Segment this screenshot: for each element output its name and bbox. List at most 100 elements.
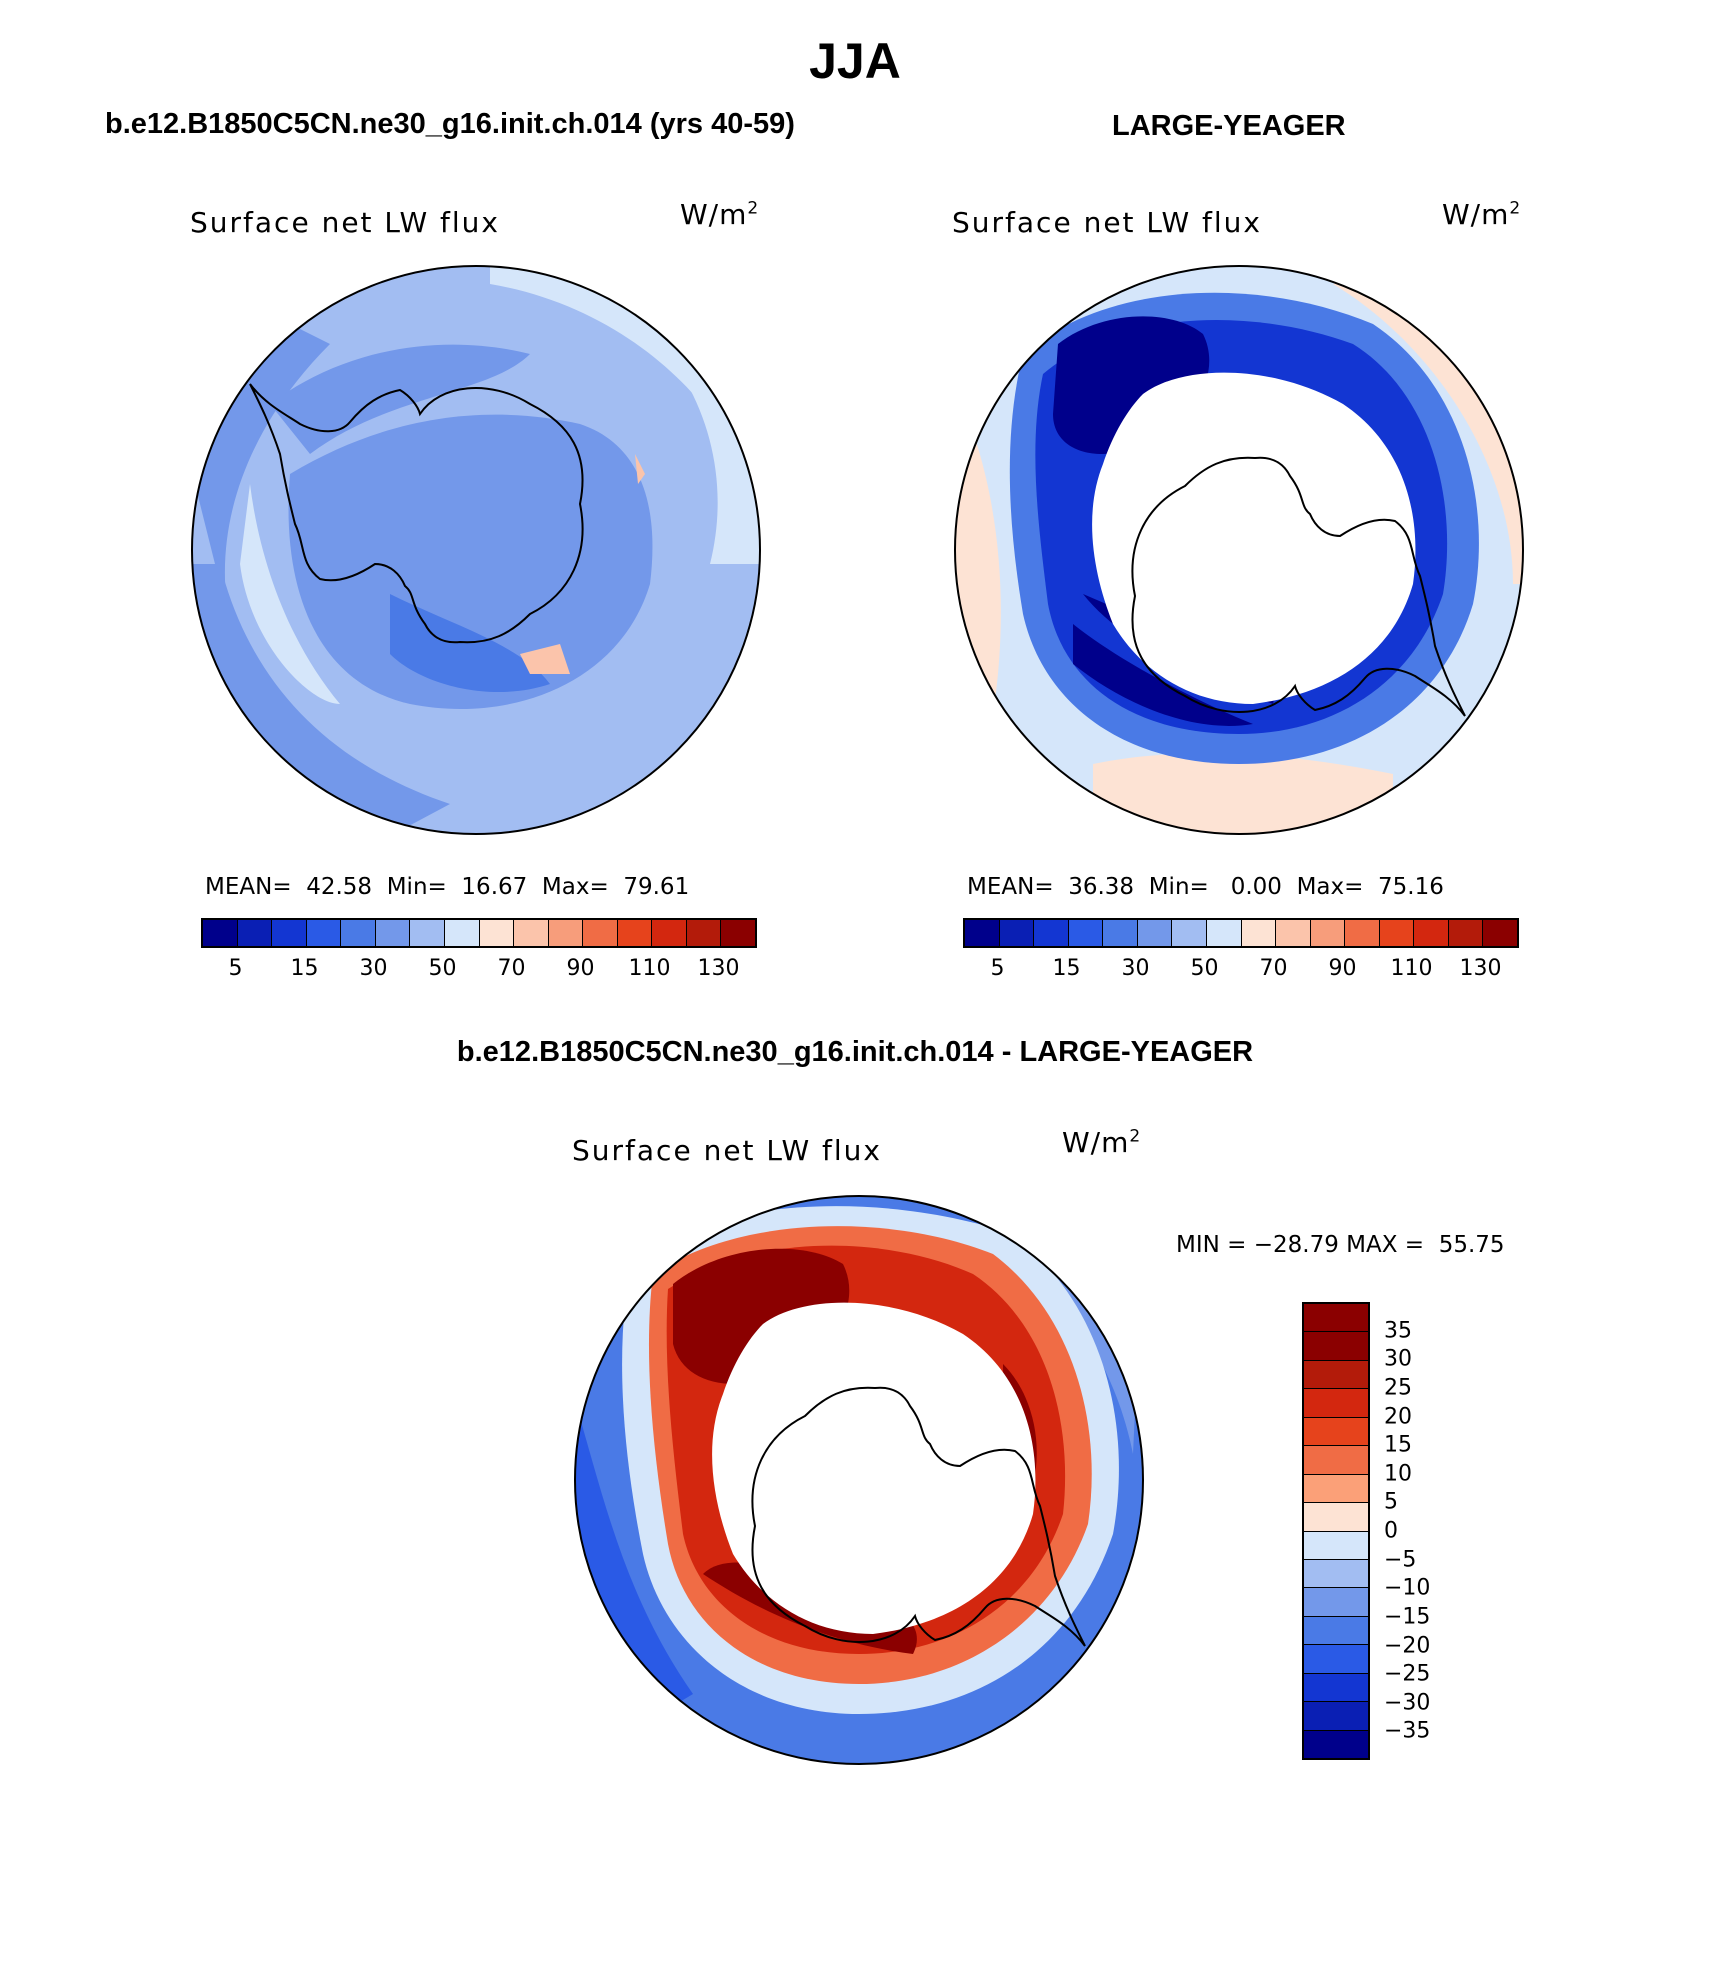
colorbar-tick-label: 5 [228,956,243,981]
colorbar-swatch [1103,920,1138,946]
colorbar-tick-label: 5 [1384,1489,1398,1515]
colorbar-tick-label: 0 [1384,1518,1398,1544]
colorbar-swatch [652,920,687,946]
colorbar-swatch [1137,920,1173,946]
colorbar-tick-label: −20 [1384,1633,1431,1658]
colorbar-tick-label: 110 [628,956,671,981]
colorbar-tick-label: 30 [359,956,388,981]
colorbar-swatch [1304,1616,1368,1646]
colorbar-swatch [1206,920,1242,946]
colorbar-swatch [548,920,584,946]
colorbar-tick-label: 35 [1384,1318,1412,1344]
colorbar-swatch [1172,920,1207,946]
right-polar-map [954,265,1524,835]
left-colorbar-labels: 5 15 30 50 70 90 110 130 [201,956,757,986]
colorbar-tick-label: 130 [697,956,740,981]
right-variable-label: Surface net LW flux [952,206,1262,239]
colorbar-swatch [1304,1588,1368,1617]
diff-colorbar [1302,1302,1370,1760]
left-unit-exp: 2 [747,198,760,219]
colorbar-swatch [1483,920,1517,946]
colorbar-tick-label: 15 [1384,1432,1412,1458]
colorbar-tick-label: 25 [1384,1375,1412,1401]
colorbar-tick-label: −25 [1384,1661,1431,1687]
diff-minmax: MIN = −28.79 MAX = 55.75 [1176,1232,1505,1258]
colorbar-swatch [1304,1446,1368,1475]
colorbar-swatch [444,920,480,946]
colorbar-swatch [1304,1389,1368,1418]
colorbar-swatch [965,920,1000,946]
colorbar-tick-label: −10 [1384,1575,1431,1601]
diff-unit-label: W/m2 [1062,1126,1141,1159]
colorbar-swatch [479,920,515,946]
colorbar-swatch [1241,920,1277,946]
colorbar-swatch [1034,920,1069,946]
colorbar-swatch [1276,920,1311,946]
left-stats: MEAN= 42.58 Min= 16.67 Max= 79.61 [205,874,690,900]
right-colorbar [963,918,1519,948]
colorbar-tick-label: 70 [497,956,526,981]
colorbar-swatch [1068,920,1104,946]
colorbar-swatch [375,920,411,946]
colorbar-swatch [1304,1702,1368,1731]
colorbar-swatch [272,920,307,946]
colorbar-swatch [1304,1332,1368,1361]
colorbar-tick-label: 90 [1328,956,1357,981]
colorbar-tick-label: 5 [990,956,1005,981]
left-case-title: b.e12.B1850C5CN.ne30_g16.init.ch.014 (yr… [105,108,795,140]
colorbar-swatch [1304,1474,1368,1504]
colorbar-tick-label: −35 [1384,1718,1431,1744]
colorbar-swatch [1304,1417,1368,1447]
colorbar-swatch [686,920,722,946]
right-colorbar-labels: 5 15 30 50 70 90 110 130 [963,956,1519,986]
diff-variable-label: Surface net LW flux [572,1134,882,1167]
colorbar-tick-label: 90 [566,956,595,981]
diff-title: b.e12.B1850C5CN.ne30_g16.init.ch.014 - L… [456,1036,1254,1068]
diff-unit-base: W/m [1062,1126,1130,1159]
colorbar-tick-label: 110 [1390,956,1433,981]
colorbar-tick-label: 15 [290,956,319,981]
colorbar-tick-label: −30 [1384,1690,1431,1716]
colorbar-swatch [999,920,1035,946]
colorbar-tick-label: 130 [1459,956,1502,981]
colorbar-tick-label: −15 [1384,1604,1431,1630]
right-antarctica-coastline [1131,456,1466,717]
season-title: JJA [809,33,901,89]
right-case-title: LARGE-YEAGER [1112,110,1346,142]
right-unit-exp: 2 [1509,198,1522,219]
colorbar-swatch [1414,920,1449,946]
colorbar-swatch [1304,1673,1368,1703]
left-unit-base: W/m [680,198,748,231]
colorbar-tick-label: 50 [1190,956,1219,981]
colorbar-tick-label: 70 [1259,956,1288,981]
colorbar-swatch [1304,1531,1368,1560]
left-antarctica-coastline [249,383,584,644]
colorbar-tick-label: 20 [1384,1404,1412,1429]
colorbar-swatch [1379,920,1415,946]
right-stats: MEAN= 36.38 Min= 0.00 Max= 75.16 [967,874,1444,900]
colorbar-swatch [1345,920,1380,946]
colorbar-swatch [1304,1730,1368,1758]
diff-polar-map [574,1195,1144,1765]
diff-colorbar-labels: 35 30 25 20 15 10 5 0 −5 −10 −15 −20 −25 −30 −35 [1384,1302,1464,1760]
colorbar-tick-label: 10 [1384,1461,1412,1487]
colorbar-tick-label: 15 [1052,956,1081,981]
colorbar-swatch [1448,920,1484,946]
colorbar-swatch [306,920,342,946]
left-polar-map [191,265,761,835]
left-variable-label: Surface net LW flux [190,206,500,239]
left-colorbar [201,918,757,948]
colorbar-swatch [721,920,755,946]
colorbar-tick-label: 30 [1121,956,1150,981]
colorbar-swatch [1304,1503,1368,1532]
right-unit-label: W/m2 [1442,198,1521,231]
colorbar-swatch [514,920,549,946]
colorbar-swatch [583,920,618,946]
colorbar-swatch [1304,1645,1368,1674]
colorbar-swatch [1304,1304,1368,1333]
colorbar-tick-label: 50 [428,956,457,981]
left-unit-label: W/m2 [680,198,759,231]
colorbar-tick-label: 30 [1384,1346,1412,1372]
right-unit-base: W/m [1442,198,1510,231]
colorbar-swatch [617,920,653,946]
